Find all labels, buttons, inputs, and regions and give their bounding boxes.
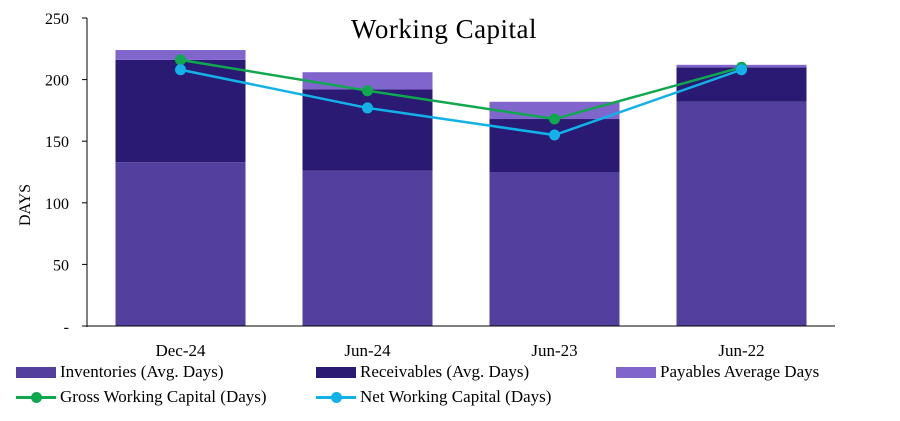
legend-label-gross-wc: Gross Working Capital (Days): [60, 387, 267, 406]
series-point-1-dec-24: [175, 64, 186, 76]
series-point-0-jun-23: [549, 113, 560, 125]
bar-segment-0-dec-24: [115, 162, 246, 326]
series-point-1-jun-23: [549, 129, 560, 141]
series-point-0-dec-24: [175, 54, 186, 66]
x-tick-label: Jun-24: [344, 341, 391, 360]
bar-segment-1-jun-23: [489, 119, 620, 172]
legend-item-net-wc: Net Working Capital (Days): [316, 387, 551, 407]
legend-swatch-payables: [616, 366, 656, 378]
x-tick-label: Jun-22: [718, 341, 764, 360]
bar-segment-0-jun-23: [489, 172, 620, 326]
x-tick-label: Dec-24: [155, 341, 206, 360]
y-tick-label: 150: [45, 134, 69, 151]
legend-marker-net-wc: [316, 391, 356, 403]
legend-label-receivables: Receivables (Avg. Days): [360, 362, 530, 381]
bar-segment-1-dec-24: [115, 59, 246, 163]
series-point-1-jun-22: [736, 64, 747, 76]
bar-segment-1-jun-24: [302, 89, 433, 171]
series-point-0-jun-24: [362, 85, 373, 97]
legend-swatch-receivables: [316, 366, 356, 378]
y-tick-label: 250: [45, 11, 69, 28]
legend-item-receivables: Receivables (Avg. Days): [316, 362, 529, 382]
legend-swatch-inventories: [16, 366, 56, 378]
y-axis-label: DAYS: [17, 184, 34, 226]
legend-item-inventories: Inventories (Avg. Days): [16, 362, 224, 382]
series-line-1: [180, 68, 742, 137]
bar-segment-0-jun-22: [676, 101, 807, 326]
bar-segment-0-jun-24: [302, 170, 433, 326]
legend-item-payables: Payables Average Days: [616, 362, 819, 382]
y-tick-label: 50: [53, 257, 69, 274]
y-tick-label: -: [64, 319, 69, 336]
y-tick-label: 100: [45, 196, 69, 213]
series-point-1-jun-24: [362, 102, 373, 114]
legend-marker-gross-wc: [16, 391, 56, 403]
legend-item-gross-wc: Gross Working Capital (Days): [16, 387, 267, 407]
legend-label-payables: Payables Average Days: [660, 362, 820, 381]
x-tick-label: Jun-23: [531, 341, 577, 360]
y-tick-label: 200: [45, 73, 69, 90]
series-line-0: [180, 58, 742, 121]
legend-label-net-wc: Net Working Capital (Days): [360, 387, 552, 406]
chart-title: Working Capital: [351, 14, 538, 44]
legend-label-inventories: Inventories (Avg. Days): [60, 362, 224, 381]
